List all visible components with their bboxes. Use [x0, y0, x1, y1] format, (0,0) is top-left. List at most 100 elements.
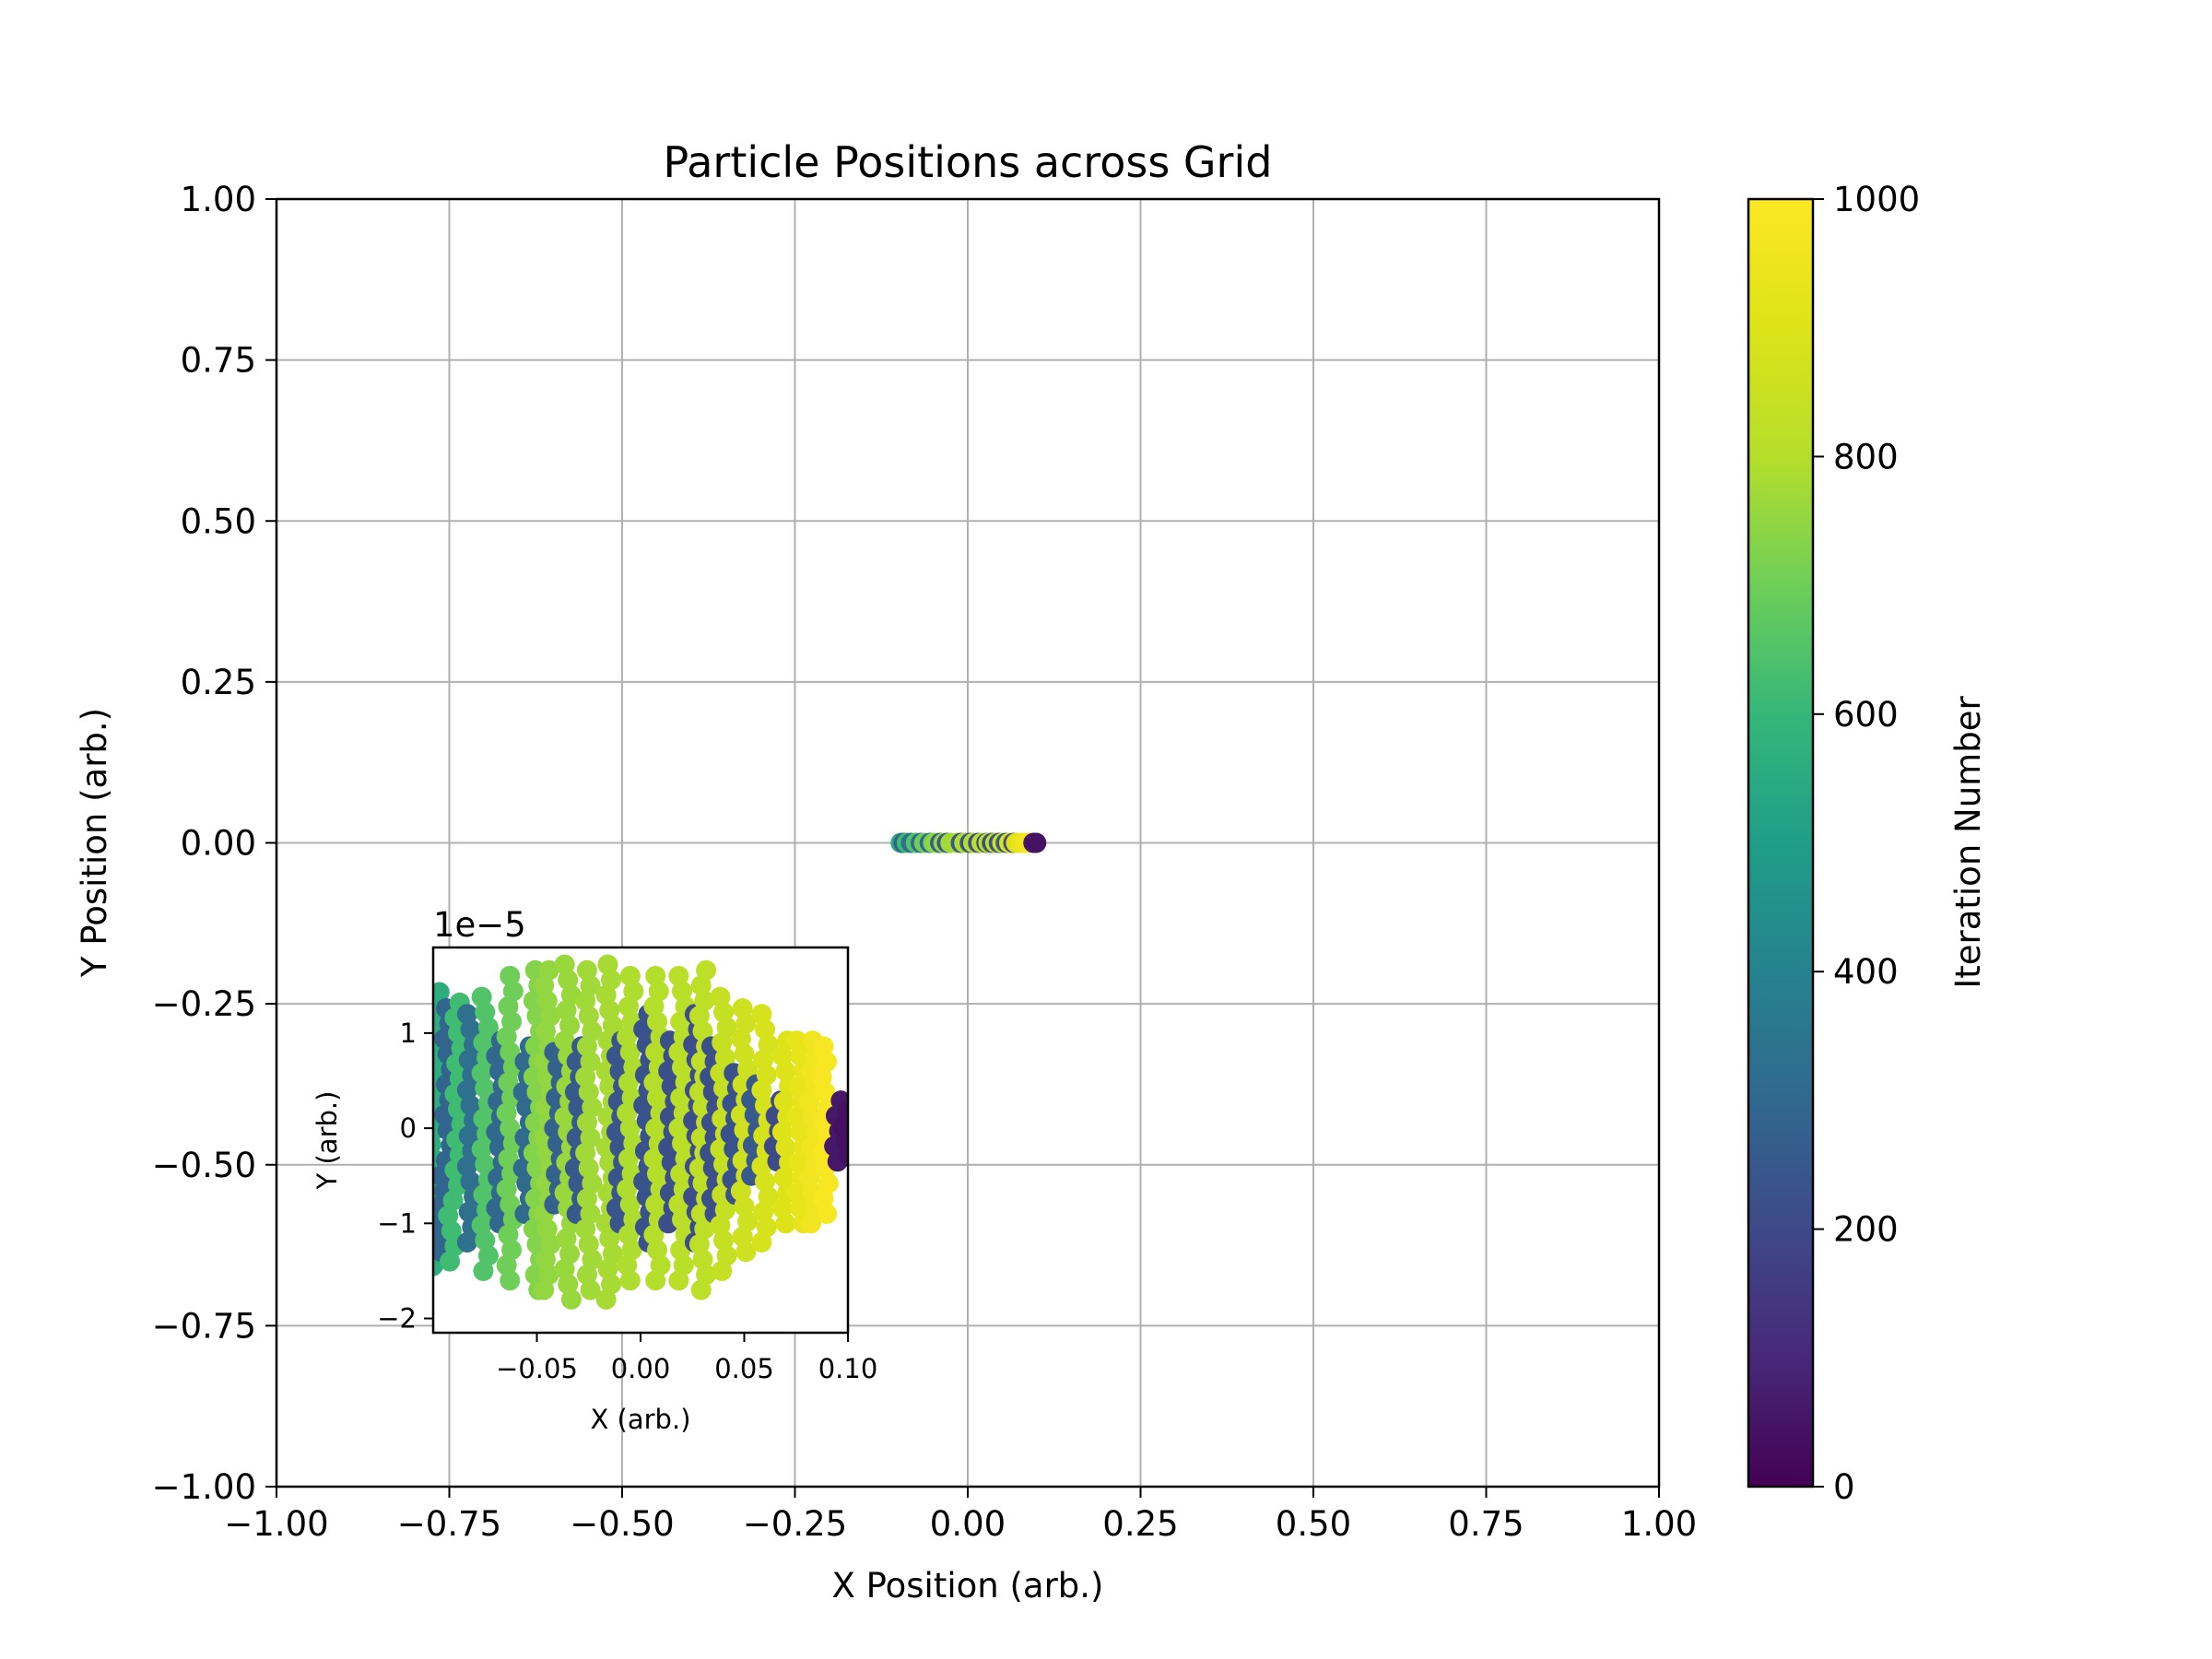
- x-tick-label: 0.00: [930, 1504, 1006, 1544]
- inset-scatter-point: [576, 1188, 597, 1209]
- y-tick-label: 0.00: [181, 824, 256, 864]
- inset-scatter-point: [645, 1194, 666, 1215]
- inset-scatter-point: [601, 1274, 622, 1295]
- x-tick-label: 1.00: [1621, 1504, 1697, 1544]
- inset-scatter-point: [773, 1167, 794, 1188]
- inset-scatter-point: [597, 954, 618, 975]
- inset-scatter-point: [578, 1158, 599, 1179]
- inset-scatter-point: [575, 990, 596, 1011]
- inset-scatter-point: [477, 1017, 499, 1038]
- inset-scatter-point: [751, 1231, 772, 1253]
- inset-scatter-point: [556, 1228, 577, 1249]
- inset-scatter-point: [732, 998, 753, 1019]
- inset-scatter-point: [694, 990, 715, 1011]
- inset-scatter-point: [713, 1230, 734, 1251]
- inset-scatter-point: [737, 1059, 759, 1080]
- inset-scatter-point: [753, 1049, 774, 1070]
- inset-scatter-point: [458, 1201, 479, 1222]
- main-points: [890, 832, 1047, 853]
- inset-scatter-point: [496, 1102, 517, 1124]
- x-tick-label: −0.50: [570, 1504, 674, 1544]
- inset-scatter-point: [668, 1270, 689, 1291]
- inset-scatter-point: [672, 981, 692, 1002]
- inset-scatter-point: [786, 1182, 807, 1204]
- inset-scatter-point: [602, 1243, 623, 1265]
- inset-scatter-point: [456, 1231, 477, 1253]
- inset-scatter-point: [788, 1076, 809, 1097]
- inset-scatter-point: [536, 990, 558, 1011]
- inset-x-tick-label: 0.05: [714, 1353, 774, 1384]
- inset-scatter-point: [839, 1147, 848, 1167]
- inset-scatter-point: [771, 1197, 793, 1218]
- inset-scatter-point: [582, 1172, 603, 1194]
- inset-scatter-point: [751, 1004, 772, 1025]
- inset-scatter-point: [735, 1241, 757, 1263]
- inset-scatter-point: [730, 1029, 751, 1050]
- inset-scatter-point: [673, 1254, 694, 1276]
- inset-scatter-point: [578, 1006, 599, 1027]
- inset-scatter-point: [580, 1279, 601, 1300]
- y-tick-label: 1.00: [181, 180, 256, 219]
- inset-scatter-point: [734, 1043, 755, 1065]
- inset-scatter-point: [575, 1066, 596, 1088]
- y-tick-label: 0.25: [181, 663, 256, 702]
- y-tick-label: −0.25: [152, 984, 256, 1024]
- inset-scatter-point: [595, 1288, 617, 1310]
- inset-scatter-point: [813, 1188, 834, 1209]
- y-tick-label: −0.75: [152, 1306, 256, 1346]
- inset-y-ticks: −2 −1 0 1: [377, 1018, 433, 1335]
- inset-scatter-point: [438, 1206, 459, 1227]
- inset-scatter-point: [575, 1218, 596, 1240]
- inset-scatter-point: [473, 1260, 494, 1281]
- inset-scatter-point: [732, 1226, 753, 1247]
- inset-scatter-point: [580, 1051, 601, 1072]
- inset-scatter-point: [712, 1260, 733, 1281]
- inset-scatter-point: [818, 1172, 839, 1194]
- inset-scatter-point: [619, 1041, 641, 1063]
- inset-scatter-point: [534, 975, 555, 996]
- inset-scatter-point: [502, 981, 524, 1002]
- inset-scatter-point: [498, 1224, 519, 1245]
- inset-scatter-point: [730, 1181, 751, 1202]
- inset-scatter-point: [578, 1081, 599, 1102]
- inset-scatter-point: [696, 1265, 717, 1286]
- inset-scatter-point: [817, 1203, 838, 1224]
- inset-scatter-point: [576, 1112, 597, 1133]
- inset-scatter-point: [813, 1036, 834, 1057]
- inset-scatter-point: [716, 1245, 737, 1266]
- inset-scatter-point: [647, 1088, 667, 1109]
- inset-scatter-point: [500, 1041, 521, 1063]
- inset-scatter-point: [617, 1179, 638, 1200]
- inset-scatter-point: [751, 1156, 772, 1177]
- inset-scatter-point: [576, 959, 597, 981]
- colorbar-ticks: 0 200 400 600 800 1000: [1813, 180, 1920, 1507]
- main-scatter-point: [1026, 832, 1047, 853]
- inset-scatter-point: [668, 965, 689, 986]
- x-tick-label: 0.50: [1276, 1504, 1351, 1544]
- inset-scatter-point: [758, 1034, 779, 1055]
- inset-scatter-point: [500, 1270, 521, 1291]
- inset-scatter-point: [580, 1127, 601, 1148]
- inset-scatter-point: [538, 1265, 559, 1286]
- inset-scatter-point: [756, 1065, 777, 1086]
- inset-scatter-point: [688, 1234, 710, 1255]
- inset-scatter-point: [599, 1228, 620, 1249]
- inset-scatter-point: [618, 1224, 639, 1245]
- y-tick-label: 0.50: [181, 501, 256, 541]
- y-tick-label: 0.75: [181, 341, 256, 381]
- inset-scatter-point: [618, 1072, 639, 1093]
- colorbar-tick-label: 800: [1833, 437, 1899, 477]
- inset-scatter-point: [559, 1243, 581, 1265]
- inset-scatter-point: [458, 1125, 479, 1147]
- inset-scatter-point: [582, 1020, 603, 1041]
- inset-x-tick-label: 0.00: [611, 1353, 671, 1384]
- inset-scatter-point: [560, 1288, 582, 1310]
- colorbar-tick-label: 400: [1833, 952, 1899, 992]
- inset-scatter-point: [811, 1066, 832, 1088]
- inset-scatter-point: [582, 1097, 603, 1118]
- inset-scatter-point: [618, 995, 639, 1017]
- x-tick-label: −0.75: [397, 1504, 501, 1544]
- inset-scatter-point: [645, 965, 666, 986]
- inset-scatter-point: [498, 1148, 519, 1170]
- inset-scatter-point: [500, 1118, 521, 1139]
